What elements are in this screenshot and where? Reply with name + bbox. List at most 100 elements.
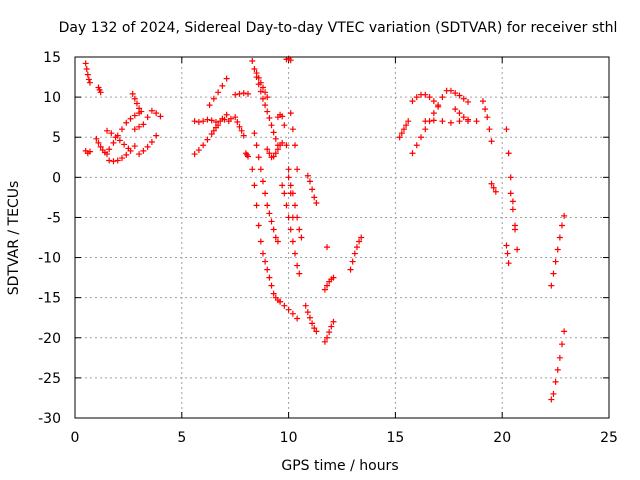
series-arc-7 — [104, 127, 132, 152]
data-point — [249, 58, 256, 65]
series-arc-36 — [409, 87, 450, 157]
y-tick-label: -5 — [47, 210, 61, 226]
data-point — [488, 138, 495, 145]
data-point — [321, 338, 328, 345]
data-point — [123, 119, 130, 126]
data-point — [251, 182, 258, 189]
data-point — [418, 134, 425, 141]
series-arc-35 — [396, 118, 412, 141]
series-arc-14 — [210, 111, 234, 134]
data-point — [110, 139, 117, 146]
data-point — [294, 262, 301, 269]
data-point — [302, 302, 309, 309]
data-point — [465, 118, 472, 125]
data-point — [144, 114, 151, 121]
series-arc-45 — [507, 190, 519, 233]
data-point — [118, 155, 125, 162]
data-point — [321, 286, 328, 293]
data-point — [253, 202, 260, 209]
data-point — [200, 118, 207, 125]
data-point — [251, 66, 258, 73]
data-point — [460, 95, 467, 102]
data-point — [552, 378, 559, 385]
data-point — [473, 118, 480, 125]
data-point — [270, 290, 277, 297]
data-point — [556, 234, 563, 241]
data-point — [129, 90, 136, 97]
data-point — [131, 143, 138, 150]
data-point — [512, 226, 519, 233]
data-point — [85, 76, 92, 83]
data-point — [426, 94, 433, 101]
data-point — [324, 244, 331, 251]
data-point — [210, 127, 217, 134]
data-point — [296, 226, 303, 233]
data-point — [153, 110, 160, 117]
data-point — [479, 98, 486, 105]
data-point — [465, 98, 472, 105]
data-point — [125, 145, 132, 152]
data-point — [266, 274, 273, 281]
data-point — [492, 188, 499, 195]
data-point — [351, 250, 358, 257]
data-point — [304, 309, 311, 316]
data-point — [257, 166, 264, 173]
data-point — [509, 206, 516, 213]
data-point — [131, 112, 138, 119]
series-arc-3 — [82, 147, 93, 157]
data-point — [561, 328, 568, 335]
data-point — [460, 114, 467, 121]
x-tick-label: 15 — [386, 430, 404, 446]
data-point — [550, 390, 557, 397]
x-tick-label: 20 — [493, 430, 511, 446]
data-point — [255, 222, 262, 229]
data-point — [133, 100, 140, 107]
data-point — [110, 158, 117, 165]
data-point — [358, 234, 365, 241]
data-point — [215, 122, 222, 129]
data-point — [507, 174, 514, 181]
data-point — [223, 75, 230, 82]
data-point — [447, 87, 454, 94]
series-arc-12 — [191, 116, 232, 125]
data-point — [324, 334, 331, 341]
data-point — [266, 210, 273, 217]
data-point — [413, 94, 420, 101]
data-point — [136, 105, 143, 112]
y-tick-label: 5 — [52, 130, 61, 146]
data-point — [294, 315, 301, 322]
data-point — [279, 139, 286, 146]
data-point — [554, 246, 561, 253]
x-tick-label: 5 — [177, 430, 186, 446]
data-point — [285, 174, 292, 181]
data-point — [264, 202, 271, 209]
data-point — [313, 328, 320, 335]
series-arc-21 — [253, 70, 271, 101]
x-tick-label: 10 — [280, 430, 298, 446]
series-arc-34 — [347, 234, 365, 273]
data-point — [289, 238, 296, 245]
data-point — [490, 184, 497, 191]
series-arc-1 — [82, 60, 93, 86]
data-point — [215, 89, 222, 96]
series-arc-6 — [106, 143, 138, 165]
data-point — [484, 114, 491, 121]
data-point — [482, 106, 489, 113]
data-point — [227, 115, 234, 122]
series-arc-44 — [503, 242, 512, 267]
data-point — [140, 121, 147, 128]
data-point — [439, 94, 446, 101]
data-point — [281, 122, 288, 129]
data-point — [245, 90, 252, 97]
data-point — [268, 282, 275, 289]
y-tick-label: 15 — [43, 50, 61, 66]
series-arc-40 — [452, 106, 472, 125]
series-arc-47 — [548, 328, 568, 403]
data-point — [264, 146, 271, 153]
data-point — [219, 82, 226, 89]
data-point — [504, 250, 511, 257]
data-point — [324, 282, 331, 289]
data-point — [422, 126, 429, 133]
data-point — [262, 258, 269, 265]
data-point — [356, 238, 363, 245]
